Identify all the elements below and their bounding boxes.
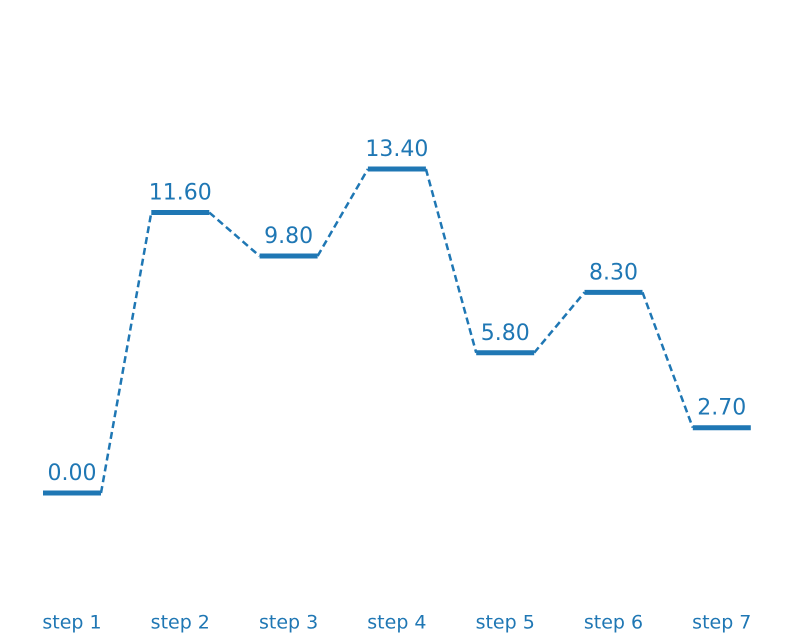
step-label: step 7 [692,612,751,634]
connector-line [534,292,584,352]
value-label: 5.80 [481,321,530,346]
step-label: step 2 [151,612,210,634]
connector-line [101,213,151,493]
value-label: 13.40 [365,137,428,162]
step-label: step 3 [259,612,318,634]
connector-line [318,169,368,256]
value-label: 8.30 [589,260,638,285]
value-labels: 0.00 11.60 9.80 13.40 5.80 8.30 2.70 [48,137,747,486]
connector-line [426,169,476,353]
value-label: 11.60 [149,181,212,206]
step-label: step 1 [42,612,101,634]
connector-lines [101,169,693,493]
step-label: step 5 [476,612,535,634]
step-label: step 4 [367,612,426,634]
value-label: 2.70 [697,396,746,421]
step-labels: step 1 step 2 step 3 step 4 step 5 step 6 step… [42,612,751,634]
value-label: 0.00 [48,461,97,486]
value-label: 9.80 [264,224,313,249]
step-label: step 6 [584,612,643,634]
connector-line [209,213,259,257]
connector-line [643,292,693,427]
